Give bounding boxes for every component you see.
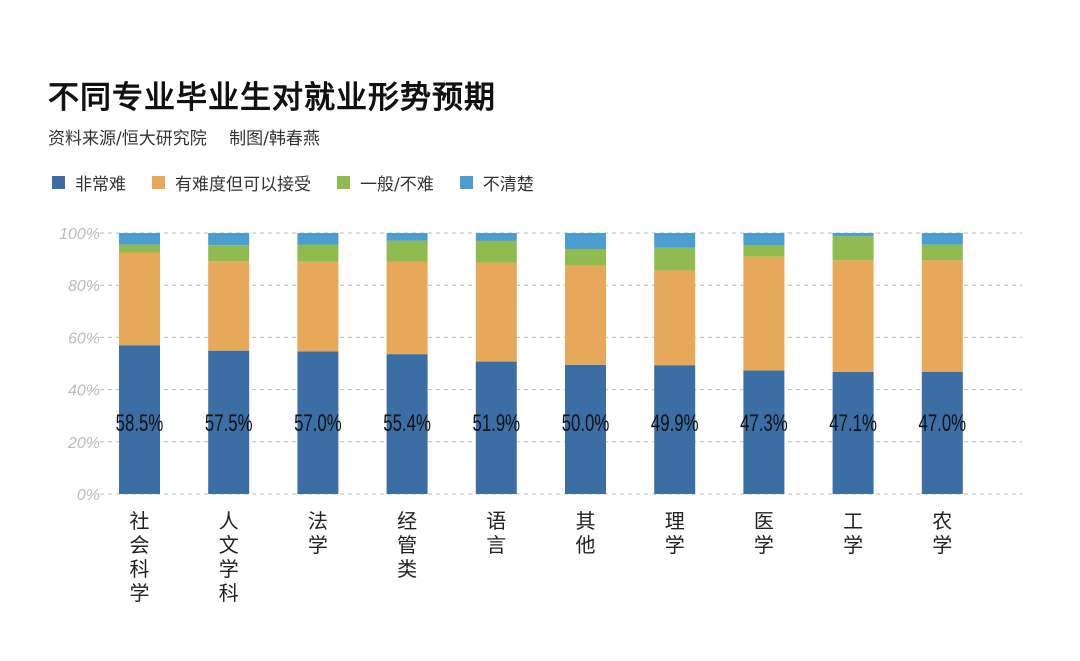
data-label: 47.0% [918,410,966,437]
y-tick-label: 80% [68,278,100,295]
bar-segment [119,345,160,494]
x-tick-label: 文 [219,533,239,557]
x-tick-label: 管 [397,533,417,557]
x-tick-label: 人 [219,509,239,533]
bar-segment [743,233,785,246]
bar-segment [386,261,428,355]
x-tick-label: 法 [308,509,328,533]
bar-segment [654,270,696,366]
x-tick-label: 经 [397,509,417,533]
x-tick-label: 科 [219,581,239,605]
bar-segment [832,236,874,261]
bar-segment [832,371,874,494]
bar-segment [475,262,517,362]
data-label: 55.4% [383,410,431,437]
x-tick-label: 学 [219,557,239,581]
bar-segment [208,350,250,494]
bar-segment [208,245,250,262]
x-tick-label: 言 [486,533,506,557]
bar-segment [208,233,250,246]
x-tick-label: 医 [754,509,774,533]
x-tick-label: 类 [397,557,417,581]
y-tick-label: 60% [68,330,100,347]
bar-segment [386,354,428,494]
x-tick-label: 理 [665,509,685,533]
bar-segment [654,247,696,271]
bar-segment [565,249,606,266]
legend-swatch [152,176,165,189]
data-label: 51.9% [472,410,520,437]
x-tick-label: 会 [130,533,150,557]
x-tick-label: 学 [665,533,685,557]
bar-segment [297,233,339,245]
legend-item: 有难度但可以接受 [152,170,311,195]
y-tick-label: 20% [67,435,100,452]
x-tick-label: 他 [576,533,596,557]
x-tick-label: 工 [843,509,863,533]
legend-item: 一般/不难 [337,170,434,195]
bar-segment [654,365,696,494]
bar-segment [297,244,339,262]
x-tick-label: 农 [932,509,952,533]
legend: 非常难 有难度但可以接受 一般/不难 不清楚 [52,170,534,195]
x-tick-label: 语 [486,509,506,533]
x-tick-label: 学 [130,581,150,605]
bar-segment [475,361,517,494]
data-label: 57.0% [294,410,342,437]
y-tick-label: 0% [77,487,100,504]
bar-segment [921,260,963,372]
data-label: 50.0% [562,410,610,437]
bar-segment [565,364,606,494]
bar-segment [475,233,517,241]
data-label: 57.5% [205,410,253,437]
y-tick-label: 100% [59,226,100,243]
y-tick-label: 40% [68,383,100,400]
bar-segment [832,260,874,372]
x-tick-label: 社 [130,509,150,533]
bar-segment [565,265,606,365]
legend-label: 一般/不难 [360,175,434,195]
bar-segment [297,261,339,352]
bar-segment [119,244,160,253]
legend-swatch [459,176,473,189]
chart-title: 不同专业毕业生对就业形势预期 [48,80,496,116]
legend-item: 非常难 [52,170,126,195]
legend-label: 有难度但可以接受 [175,175,311,195]
bar-segment [386,240,428,262]
bar-segment [743,370,785,494]
bar-segment [386,233,428,241]
data-label: 47.3% [740,410,788,437]
data-label: 49.9% [651,410,699,437]
bar-segment [921,233,963,245]
x-tick-label: 学 [754,533,774,557]
bar-segment [921,244,963,261]
x-tick-label: 学 [308,533,328,557]
bar-segment [654,233,696,248]
legend-label: 非常难 [75,175,126,195]
x-tick-label: 学 [932,533,952,557]
bar-segment [475,240,517,263]
data-label: 47.1% [829,410,877,437]
bar-segment [832,233,874,237]
bar-segment [565,233,606,250]
bar-segment [208,261,250,351]
x-tick-label: 科 [130,557,150,581]
legend-label: 不清楚 [482,175,534,195]
bar-segment [743,256,785,371]
bar-segment [921,371,963,494]
x-tick-label: 学 [843,533,863,557]
legend-swatch [337,176,350,189]
bar-segment [119,233,160,245]
x-tick-label: 其 [576,509,596,533]
bar-segment [297,351,339,494]
bar-segment [743,245,785,257]
bar-segment [119,252,160,346]
data-label: 58.5% [116,410,164,437]
legend-swatch [52,176,65,189]
legend-item: 不清楚 [459,170,534,195]
chart-subtitle: 资料来源/恒大研究院 制图/韩春燕 [48,129,320,149]
